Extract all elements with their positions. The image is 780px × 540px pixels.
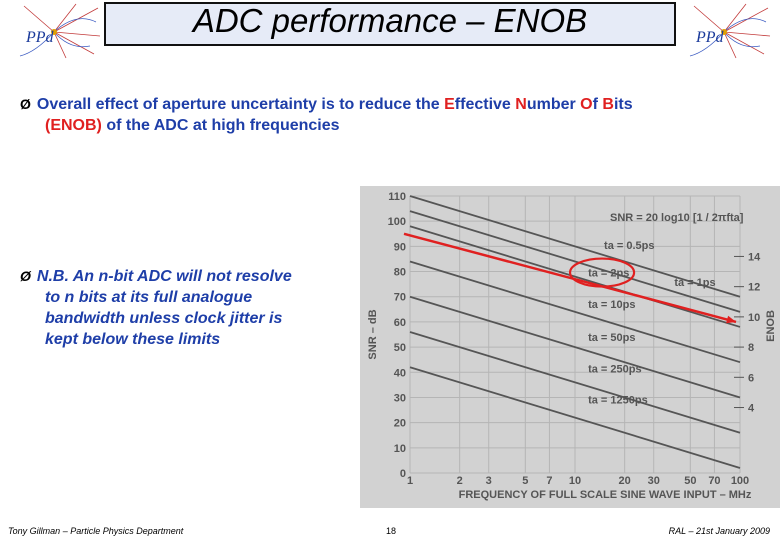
series-label: ta = 1250ps — [588, 395, 648, 407]
x-tick-label: 2 — [457, 475, 463, 487]
bullet1-line2: (ENOB) of the ADC at high frequencies — [20, 115, 760, 136]
x-axis-label: FREQUENCY OF FULL SCALE SINE WAVE INPUT … — [459, 489, 752, 501]
bullet1-w1: ffective — [454, 96, 516, 113]
bullet1-o: O — [580, 96, 593, 113]
series-label: ta = 50ps — [588, 332, 635, 344]
bullet1-w2: umber — [526, 96, 581, 113]
footer-author: Tony Gillman – Particle Physics Departme… — [8, 526, 184, 536]
footer-page-number: 18 — [386, 526, 397, 536]
y-tick-label: 20 — [394, 418, 406, 430]
series-label: ta = 1ps — [674, 277, 715, 289]
bullet1-b: B — [602, 96, 614, 113]
series-line — [409, 366, 741, 469]
y-tick-label: 110 — [388, 191, 406, 203]
bullet2-line: N.B. An n-bit ADC will not resolve — [36, 268, 292, 285]
y-tick-label: 90 — [394, 241, 406, 253]
footer-date: RAL – 21st January 2009 — [668, 526, 770, 536]
x-tick-label: 30 — [648, 475, 660, 487]
highlight-arrow-line — [403, 232, 737, 324]
series-line — [409, 260, 741, 364]
y-tick-label: 50 — [394, 342, 406, 354]
ppd-logo-right: PPd — [676, 2, 772, 60]
x-tick-label: 20 — [619, 475, 631, 487]
y-tick-label: 100 — [388, 216, 406, 228]
slide-title: ADC performance – ENOB — [192, 2, 588, 39]
y2-tick-label: 10 — [748, 312, 760, 324]
bullet-nb-note: Ø N.B. An n-bit ADC will not resolve to n… — [20, 266, 340, 350]
y2-axis-label: ENOB — [765, 310, 777, 342]
bullet1-text: Overall effect of aperture uncertainty i… — [36, 96, 445, 113]
bullet1-n: N — [515, 96, 527, 113]
y-tick-label: 40 — [394, 367, 406, 379]
logo-text-right: PPd — [695, 29, 725, 46]
y2-tick-label: 8 — [748, 342, 754, 354]
slide-title-box: ADC performance – ENOB — [104, 2, 676, 46]
y-tick-label: 30 — [394, 392, 406, 404]
bullet-aperture: Ø Overall effect of aperture uncertainty … — [20, 94, 760, 136]
y-tick-label: 70 — [394, 292, 406, 304]
series-line — [409, 331, 741, 434]
bullet1-w4: its — [613, 96, 633, 113]
y2-tick-label: 12 — [748, 282, 760, 294]
bullet1-e: E — [444, 96, 455, 113]
highlight-arrow-head — [726, 315, 736, 324]
x-tick-label: 100 — [731, 475, 749, 487]
bullet1-enob: (ENOB) — [45, 117, 102, 134]
series-line — [409, 210, 741, 313]
y-tick-label: 80 — [394, 267, 406, 279]
x-tick-label: 10 — [569, 475, 581, 487]
y2-tick-label: 4 — [748, 403, 755, 415]
bullet1-w3: f — [592, 96, 603, 113]
y-tick-label: 10 — [394, 443, 406, 455]
series-line — [409, 295, 741, 399]
x-tick-label: 50 — [684, 475, 696, 487]
y-tick-label: 60 — [394, 317, 406, 329]
series-label: ta = 250ps — [588, 363, 642, 375]
y-axis-label: SNR – dB — [367, 309, 379, 359]
bullet1-line2-text: of the ADC at high frequencies — [101, 117, 340, 134]
y-tick-label: 0 — [400, 468, 406, 480]
bullet-arrow-icon: Ø — [20, 96, 31, 112]
bullet2-line: to n bits at its full analogue — [45, 289, 253, 306]
logo-text-left: PPd — [25, 29, 55, 46]
series-line — [409, 195, 741, 298]
bullet-arrow-icon: Ø — [20, 268, 31, 284]
x-tick-label: 70 — [708, 475, 720, 487]
x-tick-label: 7 — [546, 475, 552, 487]
x-tick-label: 1 — [407, 475, 413, 487]
y2-tick-label: 6 — [748, 372, 754, 384]
bullet2-line: bandwidth unless clock jitter is — [45, 310, 283, 327]
y2-tick-label: 14 — [748, 251, 761, 263]
series-label: ta = 0.5ps — [604, 240, 654, 252]
x-tick-label: 3 — [486, 475, 492, 487]
series-label: ta = 2ps — [588, 268, 629, 280]
series-label: ta = 10ps — [588, 299, 635, 311]
bullet2-line: kept below these limits — [45, 331, 221, 348]
ppd-logo-left: PPd — [6, 2, 102, 60]
series-line — [409, 225, 741, 328]
formula-label: SNR = 20 log10 [1 / 2πfta] — [610, 212, 744, 224]
x-tick-label: 5 — [522, 475, 528, 487]
